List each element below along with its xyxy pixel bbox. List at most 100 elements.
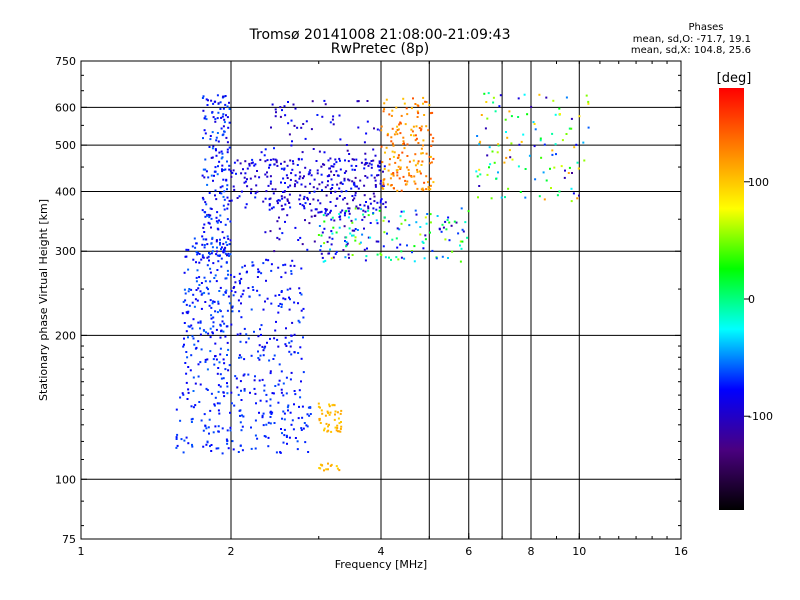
data-point <box>427 181 429 184</box>
data-point <box>298 198 301 201</box>
data-point <box>328 423 330 426</box>
data-point <box>388 113 391 116</box>
data-point <box>459 244 461 247</box>
data-point <box>329 201 332 203</box>
data-point <box>198 284 201 286</box>
data-point <box>213 403 216 406</box>
data-point <box>209 327 212 330</box>
data-point <box>281 232 284 235</box>
data-point <box>283 434 286 437</box>
data-point <box>385 98 388 101</box>
data-point <box>348 212 351 215</box>
data-point <box>348 207 351 210</box>
data-point <box>285 376 288 379</box>
data-point <box>269 422 272 425</box>
data-point <box>347 160 350 163</box>
data-point <box>284 220 286 223</box>
data-point <box>246 270 248 273</box>
data-point <box>222 95 225 98</box>
x-tick-label: 1 <box>78 545 85 558</box>
data-point <box>351 234 353 237</box>
data-point <box>327 213 330 216</box>
data-point <box>414 182 417 185</box>
data-point <box>310 215 313 218</box>
data-point <box>320 252 323 255</box>
data-point <box>206 264 209 267</box>
data-point <box>576 197 579 200</box>
data-point <box>222 125 225 128</box>
data-point <box>222 330 225 333</box>
data-point <box>217 102 220 105</box>
data-point <box>359 203 362 206</box>
data-point <box>282 264 285 267</box>
data-point <box>451 250 454 253</box>
data-point <box>422 144 424 147</box>
data-point <box>301 416 304 419</box>
data-point <box>504 196 506 199</box>
data-point <box>218 402 221 405</box>
data-point <box>545 179 548 182</box>
data-point <box>367 207 370 210</box>
data-point <box>201 196 204 199</box>
data-point <box>492 101 495 104</box>
data-point <box>192 376 195 379</box>
data-point <box>290 334 293 337</box>
data-point <box>262 308 265 311</box>
data-point <box>306 196 309 199</box>
data-point <box>351 195 354 197</box>
data-point <box>259 158 262 161</box>
data-point <box>216 94 219 97</box>
data-point <box>206 389 209 391</box>
data-point <box>231 305 234 308</box>
data-point <box>204 201 207 204</box>
data-point <box>194 382 197 385</box>
data-point <box>253 164 256 167</box>
data-point <box>194 246 197 249</box>
data-point <box>209 214 212 217</box>
data-point <box>422 247 425 250</box>
data-point <box>424 234 427 237</box>
data-point <box>184 292 187 295</box>
data-point <box>348 227 351 230</box>
data-point <box>347 178 350 181</box>
data-point <box>554 113 557 116</box>
data-point <box>419 172 422 175</box>
data-point <box>467 210 470 213</box>
data-point <box>266 341 268 344</box>
data-point <box>223 130 226 133</box>
data-point <box>354 176 357 179</box>
data-point <box>327 468 329 471</box>
data-point <box>241 449 244 452</box>
data-point <box>240 302 242 305</box>
data-point <box>309 413 312 415</box>
data-point <box>493 161 496 164</box>
data-point <box>334 410 337 413</box>
data-point <box>282 410 285 413</box>
data-point <box>412 159 415 162</box>
data-point <box>398 123 401 126</box>
data-point <box>260 333 262 336</box>
data-point <box>390 184 393 186</box>
data-point <box>345 190 348 193</box>
data-point <box>267 421 270 424</box>
data-point <box>367 164 370 167</box>
data-point <box>353 197 356 200</box>
data-point <box>391 150 394 153</box>
data-point <box>506 136 509 139</box>
data-point <box>211 156 214 159</box>
data-point <box>373 195 376 198</box>
data-point <box>316 172 319 175</box>
data-point <box>374 184 377 186</box>
data-point <box>288 341 291 344</box>
data-point <box>503 161 506 164</box>
data-point <box>293 124 296 127</box>
data-point <box>277 311 280 314</box>
data-point <box>271 103 274 106</box>
data-point <box>210 174 213 177</box>
data-point <box>328 405 331 408</box>
colorbar-unit: [deg] <box>717 71 752 86</box>
data-point <box>288 350 291 353</box>
x-tick-label: 16 <box>674 545 688 558</box>
data-point <box>219 241 221 244</box>
data-point <box>214 425 217 428</box>
